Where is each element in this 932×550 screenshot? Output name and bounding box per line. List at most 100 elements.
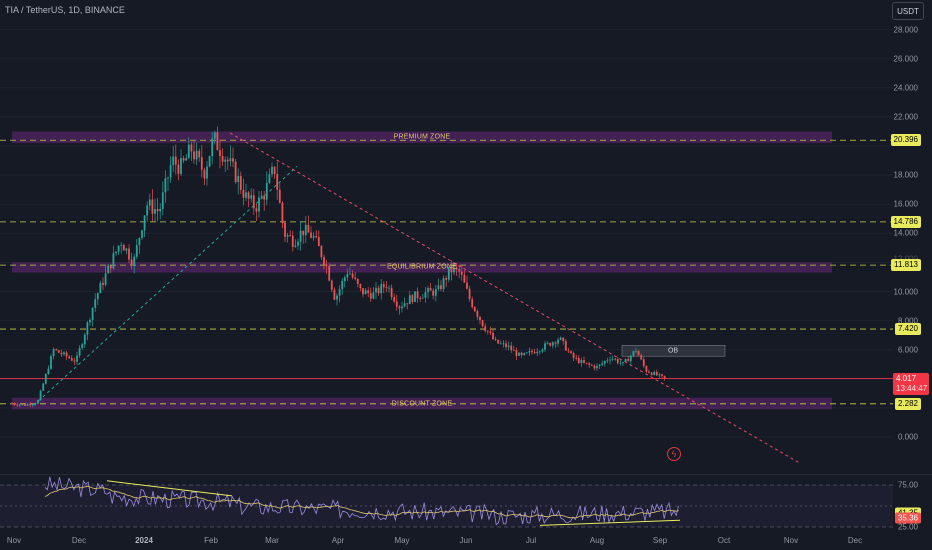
candle-body <box>471 299 474 308</box>
candle-body <box>523 353 526 356</box>
candle-body <box>505 343 507 348</box>
x-axis-tick: Sep <box>652 536 668 545</box>
candle-body <box>619 362 622 364</box>
candle-body <box>174 156 177 165</box>
candle-body <box>393 297 396 302</box>
candle-body <box>377 287 380 294</box>
last-price-value: 4.017 <box>896 373 917 383</box>
x-axis-tick: May <box>394 536 410 545</box>
zone-label: DISCOUNT ZONE <box>391 400 453 408</box>
candle-body <box>24 404 26 406</box>
candle-body <box>112 253 115 269</box>
candle-body <box>247 192 250 199</box>
candle-body <box>463 274 466 283</box>
candle-body <box>546 342 549 344</box>
candle-body <box>411 295 414 302</box>
candle-body <box>653 371 656 375</box>
candle-body <box>312 236 315 238</box>
candle-body <box>557 339 559 344</box>
candle-body <box>406 303 409 305</box>
price-level-tag: 2.282 <box>894 397 921 410</box>
x-axis-tick: Nov <box>783 536 799 545</box>
candle-body <box>156 209 159 212</box>
candle-body <box>286 235 289 237</box>
candle-body <box>541 349 544 352</box>
candle-body <box>323 257 325 265</box>
x-axis-tick: Dec <box>847 536 863 545</box>
candle-body <box>81 344 84 349</box>
candle-body <box>307 224 310 233</box>
lightning-icon[interactable]: ϟ <box>667 447 681 461</box>
candle-body <box>341 281 344 290</box>
candle-body <box>99 282 102 294</box>
candle-body <box>395 301 398 307</box>
candle-body <box>349 273 351 275</box>
rsi-axis-tick: 75.00 <box>897 480 918 490</box>
candle-body <box>645 366 648 372</box>
candle-body <box>11 403 13 405</box>
zone-box <box>12 131 832 144</box>
candle-body <box>367 290 370 294</box>
candle-body <box>294 245 297 247</box>
candle-body <box>289 235 292 236</box>
candle-body <box>16 404 19 406</box>
candle-body <box>388 287 390 289</box>
candle-body <box>481 320 484 327</box>
price-level-tag: 20.396 <box>890 134 921 147</box>
candle-body <box>26 404 29 406</box>
candle-body <box>658 374 661 376</box>
symbol-title[interactable]: TIA / TetherUS, 1D, BINANCE <box>5 5 125 15</box>
candle-body <box>255 208 258 212</box>
candle-body <box>385 287 388 288</box>
candle-body <box>520 352 523 356</box>
candle-body <box>442 278 445 290</box>
candle-body <box>549 342 552 346</box>
candle-body <box>510 345 513 350</box>
candle-body <box>447 267 450 280</box>
currency-button[interactable]: USDT <box>892 2 924 20</box>
candle-body <box>486 330 489 332</box>
candle-body <box>585 362 588 364</box>
rsi-axis-tick: 25.00 <box>897 522 918 532</box>
candle-body <box>336 295 338 300</box>
candle-body <box>198 150 201 158</box>
candle-body <box>369 293 372 299</box>
candle-body <box>276 173 279 190</box>
candle-body <box>206 166 208 179</box>
candle-body <box>421 297 424 299</box>
candle-body <box>252 195 255 209</box>
candle-body <box>203 169 206 179</box>
candle-body <box>13 403 16 405</box>
candle-body <box>528 351 531 353</box>
candle-body <box>76 355 78 362</box>
candle-body <box>606 360 609 362</box>
candle-body <box>655 371 658 376</box>
candle-body <box>536 351 539 354</box>
candle-body <box>424 292 427 298</box>
candle-body <box>107 265 110 274</box>
candle-body <box>611 358 614 360</box>
candle-body <box>185 158 188 161</box>
candle-body <box>39 390 42 401</box>
candle-body <box>351 273 354 278</box>
grid <box>0 29 893 438</box>
candle-body <box>141 230 143 239</box>
candle-body <box>63 352 65 355</box>
zone-box <box>12 262 832 273</box>
candle-body <box>512 349 515 351</box>
candle-body <box>57 350 60 353</box>
x-axis-tick: Nov <box>6 536 22 545</box>
candle-body <box>429 288 432 291</box>
candle-body <box>419 298 422 299</box>
candle-body <box>593 365 596 369</box>
candle-body <box>325 264 328 266</box>
candle-body <box>567 350 570 352</box>
candle-body <box>440 285 442 290</box>
candle-body <box>614 358 617 360</box>
zone-label: PREMIUM ZONE <box>393 133 451 141</box>
candle-body <box>29 404 32 406</box>
candle-body <box>328 265 331 281</box>
candle-body <box>42 383 45 391</box>
